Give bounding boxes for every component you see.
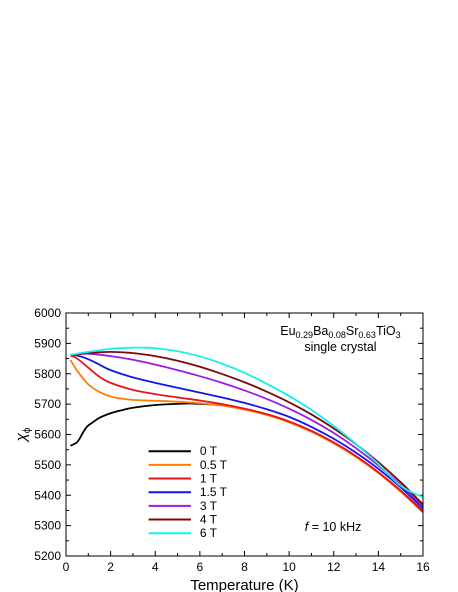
frequency-symbol: f [305, 520, 310, 534]
formula-subscript: 3 [396, 330, 401, 340]
x-tick-label: 12 [327, 560, 341, 574]
x-tick-label: 8 [241, 560, 248, 574]
formula-subscript: 0.63 [358, 330, 376, 340]
legend-label: 1 T [200, 472, 218, 486]
plot-frame [65, 312, 424, 557]
x-tick-label: 0 [63, 560, 70, 574]
formula-element: TiO [376, 324, 396, 338]
x-tick-label: 6 [197, 560, 204, 574]
y-tick-label: 6000 [34, 306, 61, 320]
legend-label: 3 T [200, 499, 218, 513]
x-axis-title: Temperature (K) [190, 577, 298, 592]
x-tick-label: 16 [416, 560, 430, 574]
y-tick-label: 5800 [34, 367, 61, 381]
y-tick-label: 5900 [34, 336, 61, 350]
y-tick-label: 5500 [34, 458, 61, 472]
x-tick-label: 10 [282, 560, 296, 574]
formula-subscript: 0.29 [296, 330, 314, 340]
y-axis-subscript: ϕ [22, 427, 33, 433]
formula-element: Sr [346, 324, 359, 338]
x-tick-label: 4 [152, 560, 159, 574]
series-line-3-t [70, 352, 424, 508]
y-tick-label: 5700 [34, 397, 61, 411]
legend: 0 T0.5 T1 T1.5 T3 T4 T6 T [148, 444, 228, 540]
legend-label: 1.5 T [200, 485, 228, 499]
series-line-1-5-t [70, 354, 424, 509]
y-tick-label: 5600 [34, 428, 61, 442]
frequency-annotation: f = 10 kHz [305, 520, 362, 534]
frequency-value: = 10 kHz [308, 520, 361, 534]
legend-label: 4 T [200, 513, 218, 527]
x-tick-label: 14 [372, 560, 386, 574]
sample-formula: Eu0.29Ba0.08Sr0.63TiO3 [280, 324, 400, 340]
sample-subtitle: single crystal [304, 340, 376, 354]
y-axis-title: χϕ [13, 427, 33, 443]
series-layer [69, 346, 424, 514]
series-line-1-t [70, 354, 424, 513]
x-tick-label: 2 [107, 560, 114, 574]
y-axis-symbol: χ [13, 432, 30, 443]
series-line-6-t [70, 346, 424, 499]
y-tick-label: 5300 [34, 519, 61, 533]
legend-label: 0.5 T [200, 458, 228, 472]
y-tick-label: 5400 [34, 488, 61, 502]
legend-label: 0 T [200, 444, 218, 458]
formula-element: Eu [280, 324, 295, 338]
axis-ticks: 0 2 4 6 8 10 12 14 16 5200 5300 5400 5500 5600 5700 580… [34, 306, 430, 574]
formula-subscript: 0.08 [328, 330, 346, 340]
legend-label: 6 T [200, 526, 218, 540]
formula-element: Ba [313, 324, 328, 338]
y-tick-label: 5200 [34, 549, 61, 563]
